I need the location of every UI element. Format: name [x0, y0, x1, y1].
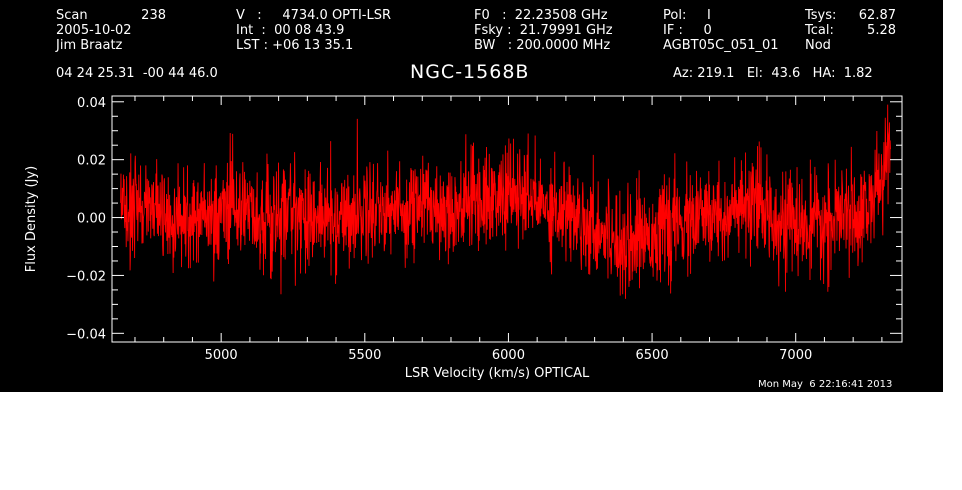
velocity-readout: V : 4734.0 OPTI-LSR — [236, 8, 392, 23]
spectrum-line — [120, 104, 891, 299]
scan-label: Scan — [56, 8, 88, 23]
x-tick-label: 5000 — [205, 348, 238, 363]
y-tick-label: −0.02 — [66, 269, 106, 284]
plot-timestamp: Mon May 6 22:16:41 2013 — [758, 379, 893, 390]
y-tick-label: 0.02 — [77, 154, 106, 169]
polarization: Pol: I — [663, 8, 711, 23]
x-axis-label: LSR Velocity (km/s) OPTICAL — [405, 366, 590, 381]
tcal-value: 5.28 — [867, 23, 896, 38]
plot-panel: Scan 238 2005-10-02 Jim Braatz 04 24 25.… — [0, 0, 943, 392]
tsys-label: Tsys: — [805, 8, 837, 23]
lst-readout: LST : +06 13 35.1 — [236, 38, 354, 53]
obs-date: 2005-10-02 — [56, 23, 132, 38]
y-tick-label: 0.04 — [77, 96, 106, 111]
project-id: AGBT05C_051_01 — [663, 38, 779, 53]
observer-name: Jim Braatz — [56, 38, 123, 53]
y-tick-label: 0.00 — [77, 212, 106, 227]
tcal-label: Tcal: — [805, 23, 834, 38]
y-axis-label: Flux Density (Jy) — [24, 166, 39, 272]
az-el-ha: Az: 219.1 El: 43.6 HA: 1.82 — [673, 66, 873, 81]
bandwidth: BW : 200.0000 MHz — [474, 38, 611, 53]
x-tick-label: 5500 — [348, 348, 381, 363]
tsys-value: 62.87 — [858, 8, 896, 23]
x-tick-label: 6500 — [636, 348, 669, 363]
source-name: NGC-1568B — [410, 61, 530, 83]
plot-frame — [111, 95, 903, 343]
x-tick-label: 7000 — [779, 348, 812, 363]
scan-number: 238 — [141, 8, 166, 23]
source-coordinates: 04 24 25.31 -00 44 46.0 — [56, 66, 218, 81]
sky-frequency: Fsky : 21.79991 GHz — [474, 23, 613, 38]
spectrum-chart: 5000 5500 6000 6500 7000 −0.04 −0.02 0.00 0.02 0.… — [24, 95, 903, 381]
rest-frequency: F0 : 22.23508 GHz — [474, 8, 608, 23]
if-number: IF : 0 — [663, 23, 712, 38]
integration-time: Int : 00 08 43.9 — [236, 23, 345, 38]
x-tick-label: 6000 — [492, 348, 525, 363]
observing-mode: Nod — [805, 38, 831, 53]
y-tick-label: −0.04 — [66, 327, 106, 342]
